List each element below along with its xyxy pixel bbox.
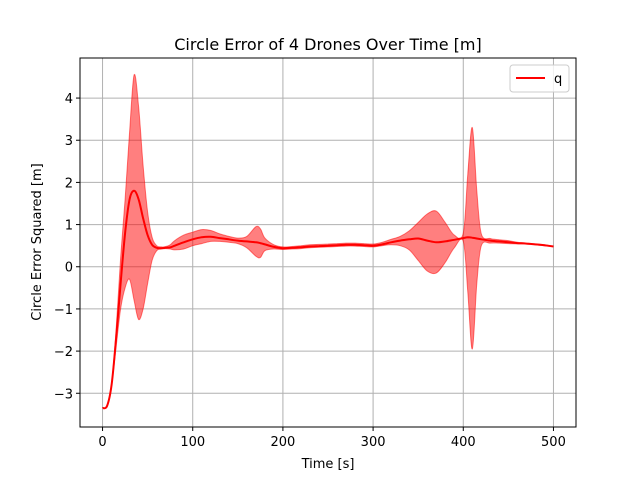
- x-tick-label: 300: [361, 435, 386, 450]
- y-axis-label: Circle Error Squared [m]: [30, 163, 45, 320]
- chart-title: Circle Error of 4 Drones Over Time [m]: [174, 35, 482, 54]
- x-tick-label: 500: [541, 435, 566, 450]
- x-tick-label: 0: [98, 435, 106, 450]
- y-tick-label: 2: [65, 176, 73, 191]
- y-tick-label: 1: [65, 219, 73, 234]
- x-axis: 0 100 200 300 400 500: [98, 427, 566, 450]
- plot-frame: [79, 57, 577, 428]
- y-axis: −3 −2 −1 0 1 2 3 4: [54, 92, 80, 402]
- y-tick-label: 3: [65, 134, 73, 149]
- y-tick-label: −1: [54, 303, 73, 318]
- x-axis-label: Time [s]: [301, 457, 355, 472]
- y-tick-label: −2: [54, 345, 73, 360]
- legend: q: [509, 64, 570, 93]
- x-tick-label: 400: [451, 435, 476, 450]
- x-tick-label: 100: [180, 435, 205, 450]
- y-tick-label: 0: [65, 261, 73, 276]
- legend-label-q: q: [554, 72, 562, 87]
- series-line-q: [102, 189, 554, 410]
- y-tick-label: −3: [54, 387, 73, 402]
- x-tick-label: 200: [270, 435, 295, 450]
- y-tick-label: 4: [65, 92, 73, 107]
- line-layer: [102, 189, 554, 410]
- grid: [80, 58, 576, 427]
